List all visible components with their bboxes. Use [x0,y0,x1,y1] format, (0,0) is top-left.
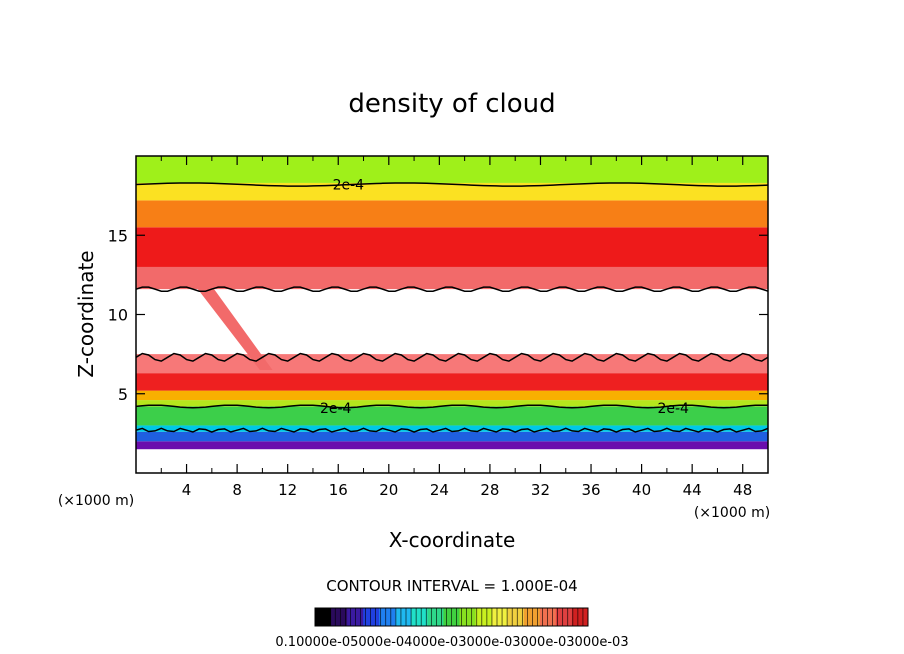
contour-band-2 [136,425,768,432]
contour-label-0: 2e-4 [333,178,365,194]
plot-area: 2e-4 2e-4 2e-4 [136,156,768,473]
colorbar-swatch [459,608,477,626]
contour-band-4 [136,400,768,407]
contour-band-11 [136,182,768,201]
contour-lines [136,182,768,433]
colorbar-swatch [475,608,493,626]
colorbar-swatch [555,608,573,626]
contour-line-low [136,427,768,433]
contour-fill-bands [136,156,768,450]
contour-band-7 [136,354,768,374]
x-tick-label: 40 [632,481,651,499]
x-unit-label-right: (×1000 m) [694,505,770,521]
x-tick-label: 8 [232,481,242,499]
colorbar-tick-labels: 0.10000e-05000e-04000e-03000e-03000e-030… [275,635,628,650]
y-tick-label: 5 [118,385,128,404]
contour-band-5 [136,390,768,401]
colorbar-swatch [523,608,541,626]
colorbar-swatch [379,608,396,626]
contour-band-3 [136,406,768,426]
x-tick-label: 48 [733,481,752,499]
contour-band-12 [136,156,768,183]
colorbar [314,608,589,626]
contour-line-cloud-base [136,352,768,362]
contour-line-cloud-top [136,286,768,292]
x-tick-label: 36 [581,481,600,499]
x-tick-label: 20 [379,481,398,499]
contour-line-2e-4-lower [136,404,768,409]
y-tick-label: 15 [108,226,128,245]
x-tick-label: 44 [683,481,702,499]
x-tick-label: 12 [278,481,297,499]
contour-band-6 [136,373,768,391]
colorbar-swatch [571,608,589,626]
x-unit-label-left: (×1000 m) [58,493,134,509]
y-tick-label: 10 [108,306,128,325]
x-tick-label: 16 [329,481,348,499]
colorbar-swatch [491,608,509,626]
x-axis-label: X-coordinate [389,528,516,552]
contour-line-2e-4-upper [136,182,768,187]
colorbar-swatch [411,608,428,626]
contour-label-2: 2e-4 [657,401,689,417]
x-tick-label: 4 [182,481,192,499]
colorbar-frame [314,607,589,627]
contour-label-1: 2e-4 [320,401,352,417]
contour-labels: 2e-4 2e-4 2e-4 [320,178,689,417]
colorbar-swatch [507,608,525,626]
contour-band-0 [136,441,768,450]
x-tick-label: 28 [480,481,499,499]
cloud-streak [192,282,273,370]
colorbar-swatch [539,608,557,626]
contour-band-1 [136,431,768,442]
colorbar-swatch [395,608,412,626]
chart-title: density of cloud [348,89,555,119]
contour-band-8 [136,266,768,290]
colorbar-title: CONTOUR INTERVAL = 1.000E-04 [326,577,577,595]
y-axis-ticks: 5 10 15 [108,226,768,404]
x-tick-label: 32 [531,481,550,499]
contour-band-9 [136,227,768,267]
colorbar-swatch [315,608,332,626]
contour-band-10 [136,200,768,228]
y-axis-label: Z-coordinate [74,250,98,377]
x-axis-ticks: 4 8 12 16 20 24 28 32 36 40 44 48 [160,156,752,499]
x-tick-label: 24 [430,481,449,499]
